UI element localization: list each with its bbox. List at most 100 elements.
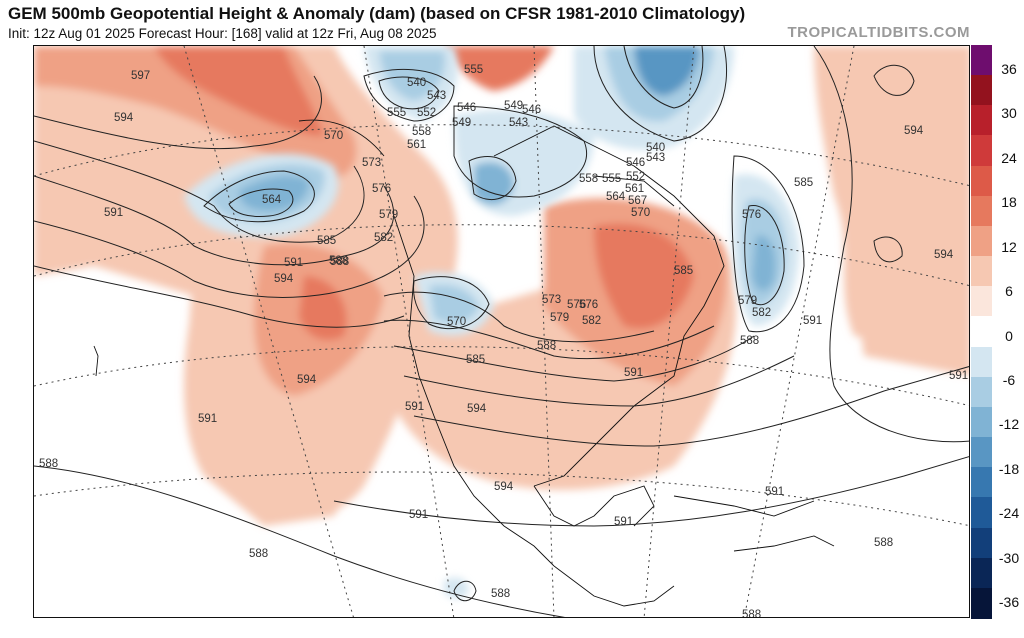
- colorbar-swatch: [971, 346, 992, 378]
- colorbar-label: -18: [998, 460, 1020, 477]
- colorbar-swatch: [971, 195, 992, 227]
- colorbar-label: 24: [1001, 149, 1017, 166]
- colorbar-label: -24: [998, 505, 1020, 522]
- contour-label: 594: [467, 403, 487, 415]
- colorbar-label: 18: [1001, 194, 1017, 211]
- contour-label: 576: [742, 209, 761, 221]
- contour-label: 555: [464, 64, 483, 76]
- contour-label: 591: [104, 207, 123, 219]
- contour-label: 561: [625, 183, 644, 195]
- forecast-subtitle: Init: 12z Aug 01 2025 Forecast Hour: [16…: [8, 26, 437, 41]
- colorbar-swatch: [971, 557, 992, 589]
- contour-label: 582: [752, 307, 771, 319]
- height-contours: [34, 46, 969, 617]
- colorbar-swatch: [971, 527, 992, 559]
- contour-label: 549: [452, 117, 471, 129]
- brand-watermark: TROPICALTIDBITS.COM: [787, 24, 970, 41]
- contour-label: 588: [39, 458, 58, 470]
- contour-label: 585: [317, 235, 336, 247]
- contour-label: 549: [504, 100, 523, 112]
- contour-label: 597: [131, 70, 150, 82]
- contour-label: 579: [550, 312, 569, 324]
- contour-label: 543: [646, 152, 665, 164]
- colorbar-swatch: [971, 135, 992, 167]
- contour-label: 540: [407, 77, 426, 89]
- contour-label: 546: [626, 157, 645, 169]
- contour-label: 546: [457, 102, 476, 114]
- contour-label: 576: [567, 299, 586, 311]
- colorbar-swatch: [971, 437, 992, 469]
- colorbar-label: -36: [998, 594, 1020, 610]
- contour-label: 591: [803, 315, 822, 327]
- contour-label: 588: [874, 537, 893, 549]
- contour-label: 576: [579, 299, 598, 311]
- contour-label: 540: [646, 142, 665, 154]
- contour-label: 588: [330, 256, 349, 268]
- contour-label: 582: [582, 315, 601, 327]
- contour-label: 594: [114, 112, 134, 124]
- colorbar-swatch: [971, 225, 992, 257]
- colorbar-label: -6: [1002, 371, 1016, 388]
- contour-label: 573: [362, 157, 381, 169]
- contour-label: 573: [542, 294, 561, 306]
- contour-label: 591: [405, 401, 424, 413]
- colorbar-label: -12: [998, 416, 1020, 433]
- contour-label: 570: [631, 207, 650, 219]
- colorbar-swatch: [971, 376, 992, 408]
- contour-label: 543: [509, 117, 528, 129]
- colorbar-swatch: [971, 406, 992, 438]
- contour-label: 570: [324, 130, 343, 142]
- page-title: GEM 500mb Geopotential Height & Anomaly …: [8, 4, 746, 23]
- colorbar-swatch: [971, 497, 992, 529]
- contour-label: 579: [738, 295, 757, 307]
- colorbar-label: 12: [1001, 238, 1017, 255]
- contour-label: 594: [274, 273, 294, 285]
- contour-label: 570: [447, 316, 466, 328]
- coastlines: [93, 119, 835, 607]
- map-canvas: 597 594 591 591 588 585 582 579 576 573 …: [34, 46, 969, 617]
- contour-label: 594: [494, 481, 514, 493]
- contour-label: 588: [329, 255, 348, 267]
- contour-label: 588: [537, 340, 556, 352]
- contour-label: 591: [765, 486, 784, 498]
- contour-label: 564: [606, 191, 626, 203]
- contour-label: 585: [466, 354, 485, 366]
- contour-label: 546: [522, 104, 541, 116]
- colorbar-swatch: [971, 467, 992, 499]
- contour-label: 555: [602, 173, 621, 185]
- contour-label: 585: [674, 265, 693, 277]
- contour-label: 588: [740, 335, 759, 347]
- colorbar-label: -30: [998, 549, 1020, 566]
- contour-label: 552: [417, 107, 436, 119]
- warm-anomaly-shading: [34, 46, 969, 526]
- contour-label: 591: [409, 509, 428, 521]
- colorbar-swatch: [971, 105, 992, 137]
- contour-label: 594: [904, 125, 924, 137]
- contour-label: 591: [198, 413, 217, 425]
- colorbar-swatch: [971, 256, 992, 288]
- contour-label: 588: [491, 588, 510, 600]
- contour-label: 543: [427, 90, 446, 102]
- contour-label: 576: [372, 183, 391, 195]
- colorbar-label: 30: [1001, 105, 1017, 122]
- contour-label: 585: [794, 177, 813, 189]
- contour-label: 567: [628, 195, 647, 207]
- contour-label: 591: [949, 370, 968, 382]
- colorbar-swatch: [971, 45, 992, 76]
- contour-label: 591: [624, 367, 643, 379]
- graticule: [34, 46, 969, 617]
- contour-label: 555: [387, 107, 406, 119]
- colorbar-label: 36: [1001, 61, 1017, 77]
- contour-label: 594: [934, 249, 954, 261]
- colorbar-swatch: [971, 587, 992, 619]
- contour-label: 561: [407, 139, 426, 151]
- contour-label: 594: [297, 374, 317, 386]
- colorbar-swatch: [971, 75, 992, 107]
- colorbar-label: 6: [1005, 283, 1013, 300]
- contour-label: 588: [249, 548, 268, 560]
- anomaly-colorbar: 36 30 24 18 12 6 0 -6 -12 -18 -24 -30 -36: [971, 45, 1024, 619]
- contour-label: 582: [374, 232, 393, 244]
- contour-label: 558: [579, 173, 598, 185]
- colorbar-swatch: [971, 316, 992, 348]
- colorbar-label: 0: [1005, 327, 1013, 344]
